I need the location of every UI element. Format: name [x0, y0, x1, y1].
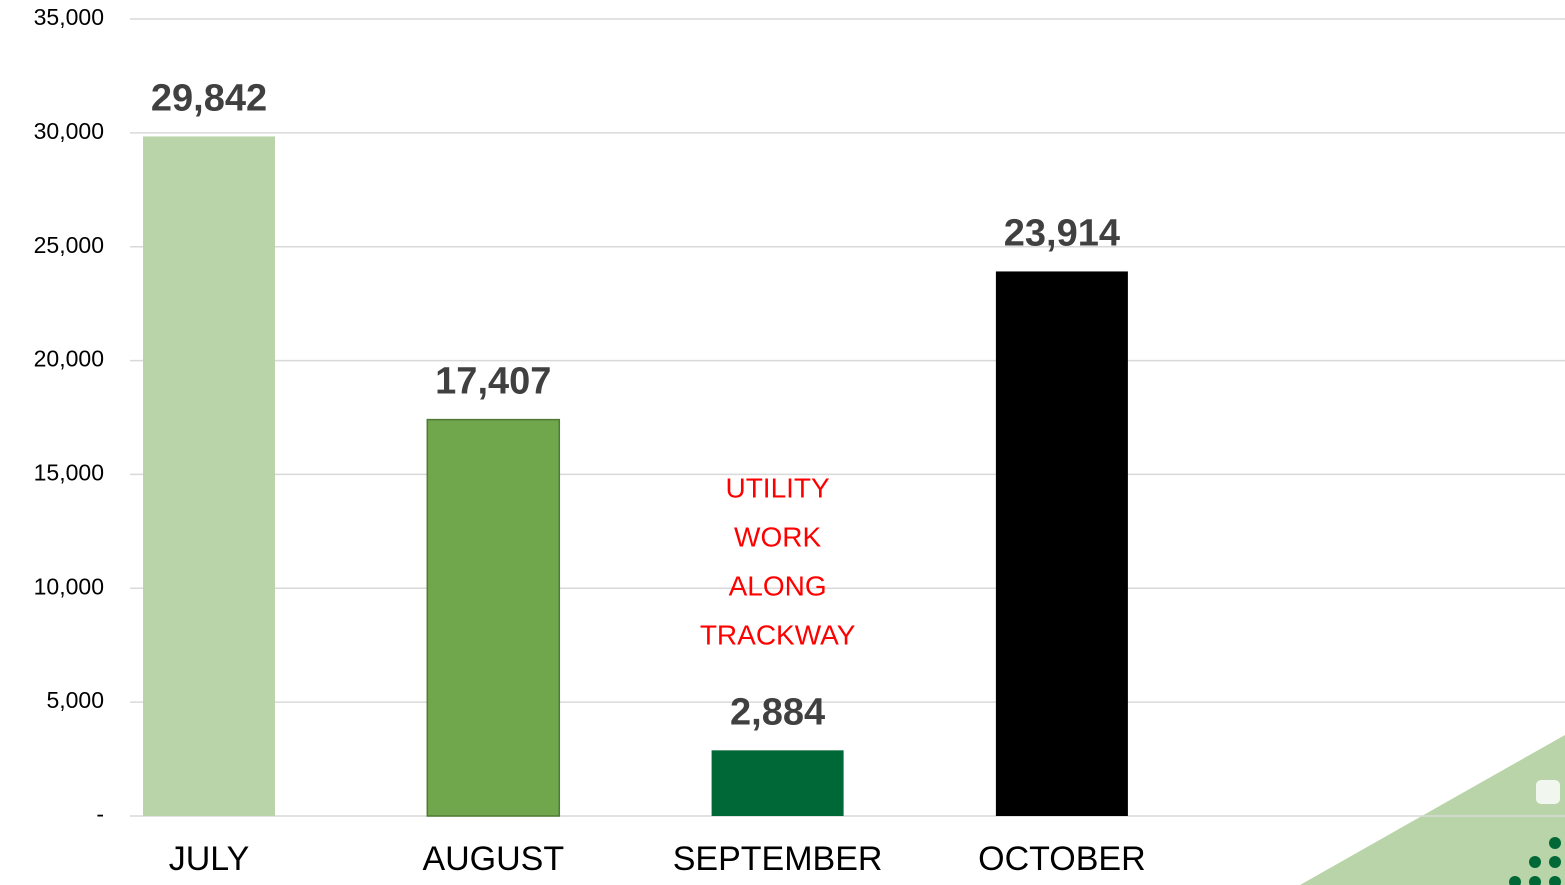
bar — [995, 271, 1128, 816]
value-label: 23,914 — [1004, 212, 1120, 254]
y-tick-label: 25,000 — [34, 232, 104, 258]
y-tick-label: 20,000 — [34, 346, 104, 372]
annotation: ALONG — [729, 570, 827, 601]
y-tick-label: 10,000 — [34, 573, 104, 599]
bar — [426, 418, 561, 817]
x-tick-label: JULY — [169, 840, 250, 878]
logo-mark — [1536, 780, 1560, 804]
bar — [143, 136, 275, 817]
y-tick-label: 35,000 — [34, 4, 104, 30]
corner-decoration — [1300, 735, 1565, 885]
bar — [711, 750, 844, 816]
y-tick-label: - — [96, 801, 104, 827]
logo-dots — [1509, 837, 1561, 885]
annotation: TRACKWAY — [700, 619, 856, 650]
value-label: 17,407 — [435, 361, 551, 403]
x-tick-label: AUGUST — [422, 840, 564, 878]
annotation: UTILITY — [725, 472, 830, 503]
y-tick-label: 5,000 — [46, 687, 104, 713]
x-tick-label: OCTOBER — [978, 840, 1146, 878]
value-label: 2,884 — [730, 691, 825, 733]
y-tick-label: 15,000 — [34, 460, 104, 486]
annotation: WORK — [734, 521, 821, 552]
y-tick-label: 30,000 — [34, 118, 104, 144]
x-tick-label: SEPTEMBER — [673, 840, 883, 878]
value-label: 29,842 — [151, 77, 267, 119]
